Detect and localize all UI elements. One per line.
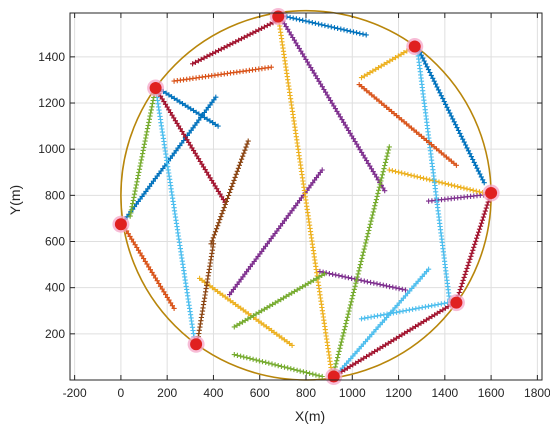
station-point	[327, 370, 340, 383]
series-markers	[231, 271, 328, 330]
series-markers	[190, 18, 279, 67]
series-markers	[127, 85, 159, 219]
series-markers	[386, 167, 492, 197]
series-20	[231, 352, 325, 380]
series-line	[234, 273, 325, 328]
x-tick-label: 600	[250, 386, 270, 400]
series-18	[231, 271, 328, 330]
x-tick-label: 400	[203, 386, 223, 400]
series-markers	[358, 45, 415, 81]
x-tick-label: 800	[296, 386, 316, 400]
station-point	[408, 40, 421, 53]
y-tick-label: 1200	[38, 96, 65, 110]
y-tick-label: 400	[45, 281, 65, 295]
y-tick-label: 800	[45, 188, 65, 202]
series-markers	[231, 352, 325, 380]
x-axis-label: X(m)	[295, 408, 325, 424]
series-line	[333, 301, 457, 377]
series-29	[194, 241, 217, 346]
x-tick-label: -200	[63, 386, 87, 400]
series-10	[358, 45, 415, 81]
x-tick-label: 1600	[478, 386, 505, 400]
y-tick-label: 200	[45, 327, 65, 341]
series-24	[190, 18, 279, 67]
y-tick-label: 1400	[38, 50, 65, 64]
station-point	[190, 338, 203, 351]
station-point	[272, 10, 285, 23]
series-17	[127, 85, 159, 219]
x-tick-label: 1800	[524, 386, 550, 400]
x-tick-label: 1400	[431, 386, 458, 400]
series-21	[171, 64, 274, 84]
y-tick-label: 1000	[38, 142, 65, 156]
x-tick-label: 200	[157, 386, 177, 400]
station-point	[149, 82, 162, 95]
series-line	[358, 84, 457, 166]
station-point	[485, 187, 498, 200]
y-axis-label: Y(m)	[7, 185, 23, 215]
y-tick-label: 600	[45, 235, 65, 249]
series-23	[120, 222, 177, 311]
x-tick-label: 1200	[385, 386, 412, 400]
series-7	[317, 268, 409, 293]
series-4	[414, 43, 487, 186]
series-22	[356, 82, 459, 168]
series-markers	[356, 82, 459, 168]
x-tick-label: 0	[118, 386, 125, 400]
x-tick-label: 1000	[339, 386, 366, 400]
series-12	[386, 167, 492, 197]
series-markers	[171, 64, 274, 84]
series-markers	[358, 298, 457, 322]
series-16	[358, 298, 457, 322]
series-markers	[227, 167, 325, 298]
station-point	[114, 218, 127, 231]
station-point	[450, 296, 463, 309]
